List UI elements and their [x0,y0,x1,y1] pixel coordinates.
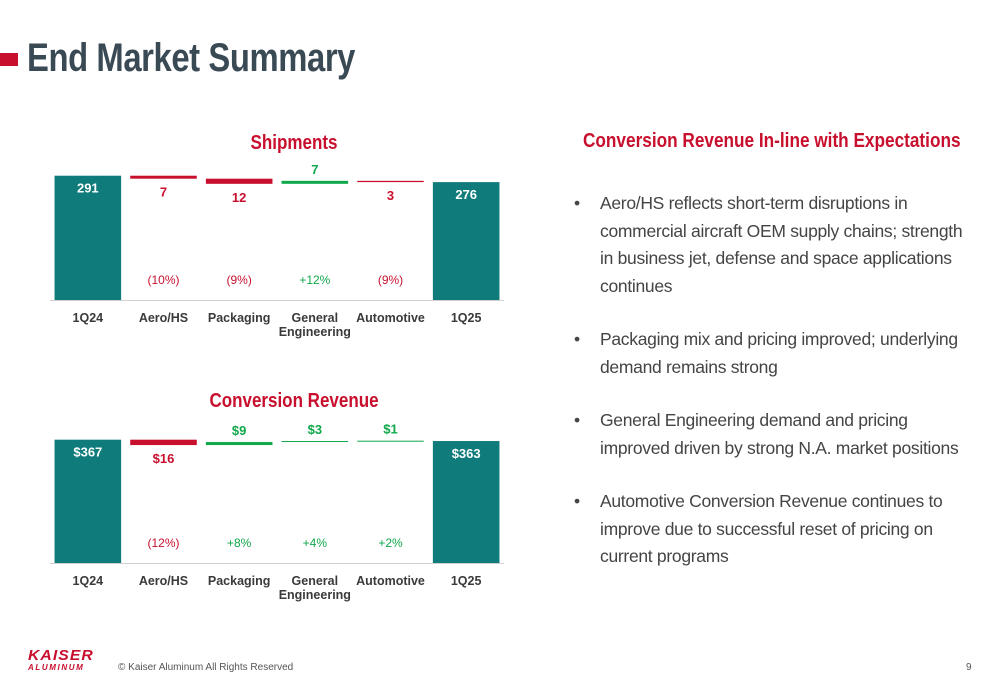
bar-packaging [205,178,273,184]
value-label-general-engineering: 7 [311,162,318,177]
tick-label-general-engineering: General Engineering [279,311,351,339]
percent-label-automotive: (9%) [378,273,403,287]
percent-label-aero-hs: (10%) [147,273,179,287]
value-label-aero-hs: 7 [160,185,167,200]
percent-label-general-engineering: +4% [303,536,328,550]
bar-automotive [357,180,424,183]
percent-label-aero-hs: (12%) [147,536,179,550]
copyright-text: © Kaiser Aluminum All Rights Reserved [118,662,294,673]
percent-label-packaging: +8% [227,536,252,550]
bullet-aero-hs: Aero/HS reflects short-term disruptions … [572,190,967,300]
tick-label-packaging: Packaging [208,574,271,588]
bullet-general-engineering: General Engineering demand and pricing i… [572,407,967,462]
bar-general-engineering [281,441,349,443]
logo-wordmark-bottom: ALUMINUM [28,663,85,672]
tick-label-aero-hs: Aero/HS [139,574,188,588]
conversion-revenue-waterfall-chart: $367 1Q24 $16 (12%) Aero/HS $9 +8% Packaging $3 +… [50,422,504,602]
percent-label-packaging: (9%) [226,273,251,287]
kaiser-aluminum-logo: KAISER ALUMINUM [28,648,106,675]
bar-1q25 [432,182,500,300]
value-label-automotive: $1 [383,422,397,437]
value-label-general-engineering: $3 [308,422,322,437]
tick-label-aero-hs: Aero/HS [139,311,188,325]
tick-label-automotive: Automotive [356,574,425,588]
value-label-packaging: $9 [232,423,246,438]
value-label-1q25: 276 [455,187,477,202]
percent-label-automotive: +2% [378,536,403,550]
bar-1q24 [54,175,122,300]
conversion-revenue-chart-title: Conversion Revenue [209,390,379,412]
bar-aero-hs [130,439,197,446]
value-label-automotive: 3 [387,188,394,203]
value-label-1q24: $367 [73,445,102,460]
tick-label-automotive: Automotive [356,311,425,325]
logo-wordmark-top: KAISER [28,647,94,664]
bar-automotive [357,440,424,442]
percent-label-general-engineering: +12% [299,273,330,287]
tick-label-1q25: 1Q25 [451,311,482,325]
tick-label-general-engineering: General Engineering [279,574,351,602]
tick-label-1q24: 1Q24 [73,311,104,325]
value-label-1q24: 291 [77,181,99,196]
bar-1q24 [54,439,122,563]
shipments-chart-title: Shipments [250,132,338,154]
bar-aero-hs [130,175,197,179]
bar-packaging [205,442,273,446]
bar-general-engineering [281,180,349,184]
value-label-packaging: 12 [232,190,246,205]
tick-label-packaging: Packaging [208,311,271,325]
summary-bullet-list: Aero/HS reflects short-term disruptions … [572,190,967,597]
tick-label-1q25: 1Q25 [451,574,482,588]
shipments-waterfall-chart: 291 1Q24 7 (10%) Aero/HS 12 (9%) Packaging 7 +12%… [50,162,504,339]
bar-1q25 [432,441,500,563]
title-accent-bar [0,53,18,66]
right-panel-title: Conversion Revenue In-line with Expectat… [583,130,961,152]
page-title: End Market Summary [27,36,356,80]
page-number: 9 [966,662,972,673]
value-label-aero-hs: $16 [153,451,175,466]
bullet-packaging: Packaging mix and pricing improved; unde… [572,326,967,381]
bullet-automotive: Automotive Conversion Revenue continues … [572,488,967,571]
tick-label-1q24: 1Q24 [73,574,104,588]
value-label-1q25: $363 [452,446,481,461]
